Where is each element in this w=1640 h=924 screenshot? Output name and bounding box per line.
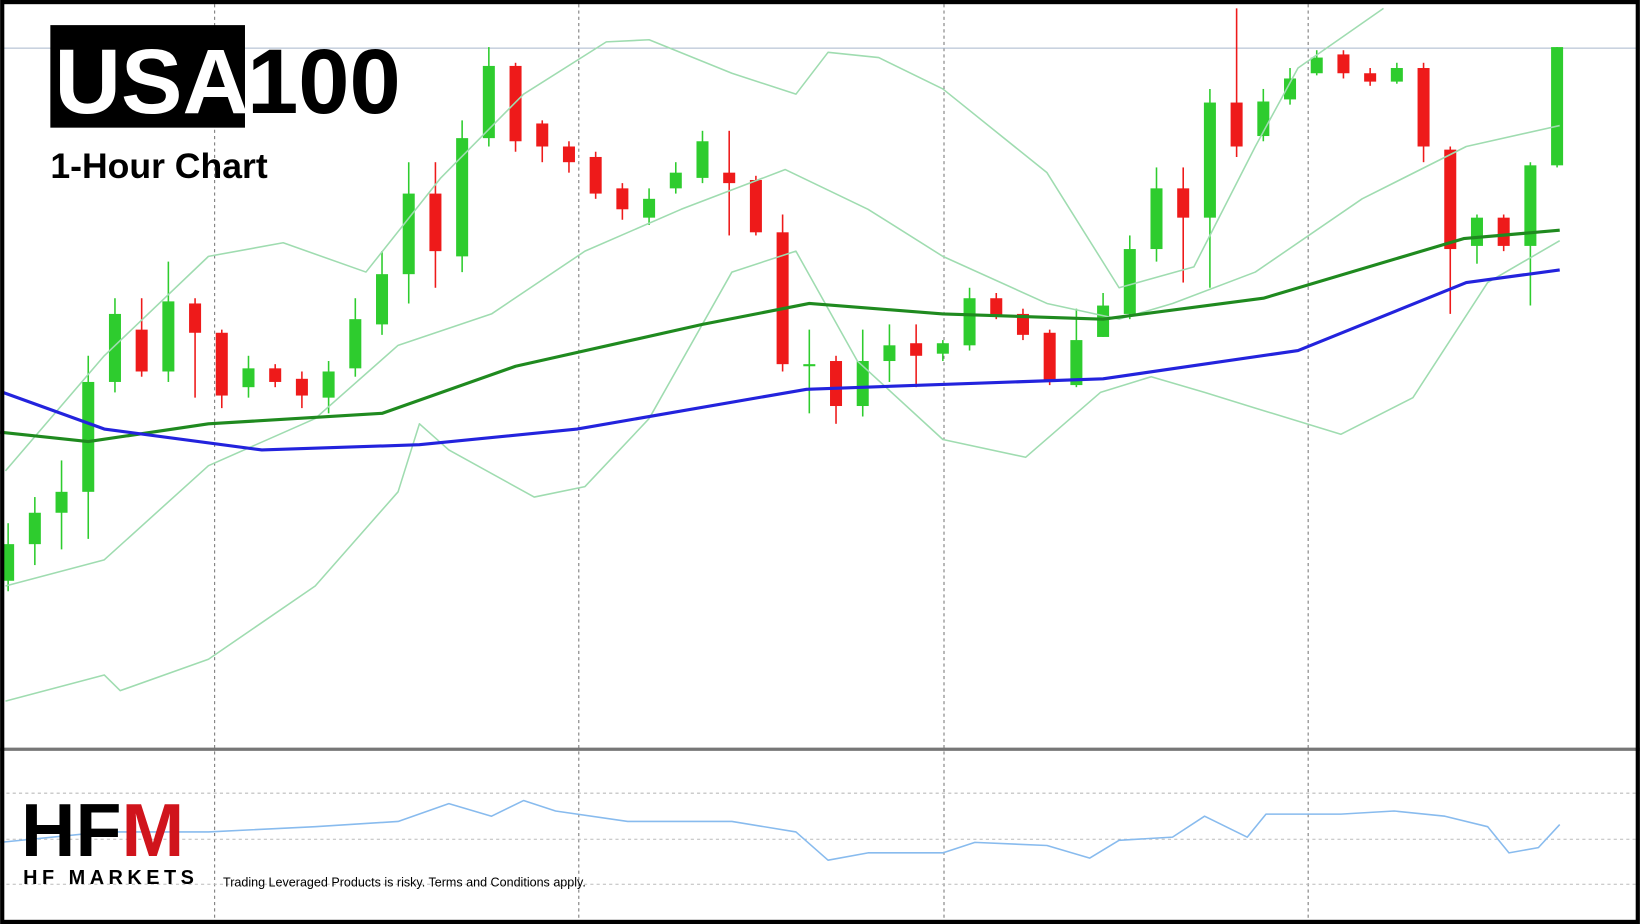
- candle-body: [242, 368, 255, 388]
- subtitle: 1-Hour Chart: [50, 146, 267, 186]
- candle-body: [295, 378, 308, 396]
- candle-body: [1177, 188, 1190, 218]
- candle-body: [830, 361, 843, 407]
- indicator-line: [2, 268, 1560, 452]
- candle-body: [643, 198, 656, 218]
- candle-body: [429, 193, 442, 252]
- candle-body: [162, 301, 175, 372]
- candle-body: [402, 193, 415, 275]
- candle-body: [1470, 217, 1483, 246]
- candle-body: [55, 491, 68, 513]
- candle-body: [189, 303, 202, 333]
- candle-body: [749, 179, 762, 233]
- candle-body: [1097, 305, 1110, 337]
- candle-body: [215, 332, 228, 396]
- company-name: HF MARKETS: [23, 867, 198, 889]
- candle-body: [1284, 78, 1297, 100]
- candle-body: [669, 172, 682, 189]
- indicator-line: [0, 799, 1561, 861]
- candle-body: [376, 274, 389, 325]
- candle-body: [616, 188, 629, 210]
- candle-body: [1390, 68, 1403, 82]
- candle-body: [1444, 149, 1457, 250]
- candle-body: [696, 141, 709, 178]
- candle-body: [1070, 340, 1083, 386]
- candle-body: [135, 329, 148, 372]
- candle-body: [456, 138, 469, 257]
- candle-body: [589, 156, 602, 194]
- candle-body: [936, 343, 949, 354]
- candle-body: [269, 368, 282, 382]
- candle-body: [1203, 102, 1216, 218]
- candle-body: [1417, 68, 1430, 147]
- candle-body: [1524, 165, 1537, 246]
- candle-body: [509, 65, 522, 142]
- candle-body: [1497, 217, 1510, 246]
- title-text: 100: [247, 30, 401, 133]
- candle-body: [536, 123, 549, 147]
- indicator-line: [5, 124, 1560, 587]
- candle-body: [803, 364, 816, 367]
- candle-body: [1310, 57, 1323, 74]
- candle-body: [108, 313, 121, 382]
- candle-body: [562, 146, 575, 163]
- candle-body: [856, 361, 869, 407]
- candle-body: [1230, 102, 1243, 147]
- title-box-text: USA: [55, 30, 249, 133]
- candle-body: [990, 298, 1003, 317]
- candle-body: [1150, 188, 1163, 250]
- logo-red: M: [121, 788, 184, 872]
- candle-body: [910, 343, 923, 356]
- candle-body: [1337, 54, 1350, 74]
- logo-black: HF: [21, 788, 121, 872]
- candle-body: [883, 345, 896, 362]
- title-box: [50, 25, 245, 128]
- indicator-line: [0, 228, 1560, 444]
- indicator-line: [5, 240, 1561, 702]
- candle-body: [349, 319, 362, 369]
- candle-body: [963, 298, 976, 346]
- candle-body: [776, 232, 789, 365]
- logo: HFM: [21, 788, 184, 872]
- candle-body: [1123, 249, 1136, 314]
- candle-body: [1043, 332, 1056, 382]
- disclaimer: Trading Leveraged Products is risky. Ter…: [223, 875, 586, 889]
- candle-body: [1016, 313, 1029, 335]
- candle-body: [82, 381, 95, 492]
- candle-body: [482, 65, 495, 139]
- overlay-labels: USA 100 1-Hour Chart HFM HF MARKETS Trad…: [21, 25, 586, 889]
- candle-body: [1364, 73, 1377, 82]
- candle-body: [28, 512, 41, 545]
- candle-body: [322, 371, 335, 398]
- candle-body: [1551, 47, 1564, 166]
- plot-area: [0, 4, 1640, 921]
- candle-body: [2, 544, 15, 581]
- indicator-line: [4, 7, 1384, 472]
- candle-body: [723, 172, 736, 184]
